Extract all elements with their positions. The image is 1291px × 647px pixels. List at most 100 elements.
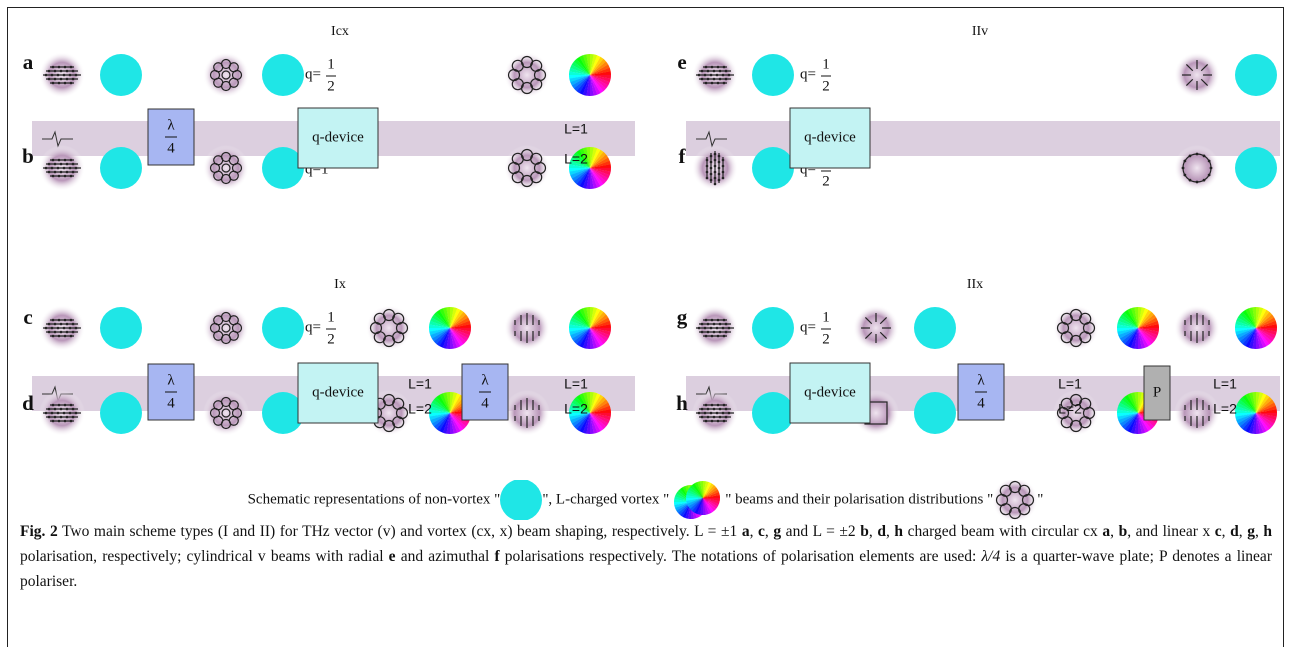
polarisation-dot <box>66 331 69 334</box>
polarisation-dot <box>706 171 709 174</box>
polarisation-dot <box>701 70 704 73</box>
panel-letter: e <box>677 50 686 74</box>
polarisation-dot <box>1203 179 1206 182</box>
non-vortex-beam <box>1235 147 1277 189</box>
polarisation-dot <box>707 70 710 73</box>
polarisation-dot <box>711 82 714 85</box>
polarisation-dot <box>58 66 61 69</box>
q-numerator: 1 <box>327 56 335 72</box>
polarisation-dot <box>719 416 722 419</box>
polarisation-dot <box>52 82 55 85</box>
polarisation-dot <box>69 74 72 77</box>
caption-text: g <box>773 523 781 540</box>
caption-text: and azimuthal <box>396 548 495 565</box>
polarisation-dot <box>75 167 78 170</box>
polarisation-dot <box>63 327 66 330</box>
polarisation-dot <box>54 408 57 411</box>
polarisation-dot <box>713 331 716 334</box>
polarisation-dot <box>717 420 720 423</box>
polarisation-dot <box>705 82 708 85</box>
polarisation-dot <box>60 163 63 166</box>
charge-label: L=1 <box>408 376 432 392</box>
polarisation-dot <box>48 416 51 419</box>
polarisation-dot <box>52 66 55 69</box>
polarisation-dot <box>57 74 60 77</box>
polarisation-dot <box>58 335 61 338</box>
polarisation-dot <box>716 327 719 330</box>
polarisation-dot <box>714 159 717 162</box>
polarisation-dot <box>60 331 63 334</box>
polarisation-dot <box>701 78 704 81</box>
plate-denominator: 4 <box>167 395 175 411</box>
caption-text: g <box>1247 523 1255 540</box>
polarisation-dot <box>45 412 48 415</box>
polarisation-dot <box>51 167 54 170</box>
polarisation-dot <box>72 408 75 411</box>
polarisation-dot <box>719 323 722 326</box>
polarisation-dot <box>75 74 78 77</box>
plate-denominator: 4 <box>977 395 985 411</box>
polarisation-dot <box>1183 160 1186 163</box>
non-vortex-beam <box>262 54 304 96</box>
polarisation-dot <box>722 171 725 174</box>
polarisation-dot <box>58 175 61 178</box>
polarisation-dot <box>722 74 725 77</box>
polarisation-dot <box>714 165 717 168</box>
polarisation-dot <box>64 66 67 69</box>
polarisation-dot <box>72 163 75 166</box>
polarisation-dot <box>54 78 57 81</box>
legend: Schematic representations of non-vortex … <box>0 480 1291 520</box>
q-numerator: 1 <box>822 309 830 325</box>
polarisation-dot <box>69 327 72 330</box>
q-device-label: q-device <box>312 384 364 400</box>
plate-numerator: λ <box>977 372 985 388</box>
panel-letter: b <box>22 144 34 168</box>
charge-label: L=2 <box>564 401 588 417</box>
panel-title: IIx <box>967 277 983 292</box>
polarisation-dot <box>58 319 61 322</box>
caption-text: d <box>877 523 886 540</box>
polarisation-dot <box>701 323 704 326</box>
polarisation-dot <box>706 159 709 162</box>
caption-text: , <box>750 523 758 540</box>
caption-text: c <box>1215 523 1222 540</box>
polarisation-dot <box>52 319 55 322</box>
polarisation-dot <box>716 412 719 415</box>
polarisation-dot <box>723 82 726 85</box>
polarisation-dot <box>718 167 721 170</box>
panel-title: Icx <box>331 24 349 39</box>
polarisation-dot <box>710 161 713 164</box>
polarisation-dot <box>722 165 725 168</box>
polarisation-dot <box>48 70 51 73</box>
non-vortex-beam <box>752 147 794 189</box>
polarisation-blob <box>366 305 412 351</box>
caption-text: Fig. 2 <box>20 523 58 540</box>
polarisation-dot <box>1208 174 1211 177</box>
polarisation-dot <box>48 163 51 166</box>
polarisation-dot <box>710 179 713 182</box>
polarisation-dot <box>60 171 63 174</box>
polarisation-dot <box>713 323 716 326</box>
polarisation-dot <box>70 175 73 178</box>
polarisation-dot <box>722 327 725 330</box>
polarisation-dot <box>45 74 48 77</box>
charge-label: L=2 <box>408 401 432 417</box>
q-prefix: q= <box>800 319 816 335</box>
legend-icon <box>669 480 725 520</box>
polarisation-dot <box>51 412 54 415</box>
polarisation-dot <box>66 416 69 419</box>
polarisation-dot <box>713 408 716 411</box>
polarisation-dot <box>66 78 69 81</box>
q-prefix: q= <box>800 66 816 82</box>
polarisation-dot <box>64 404 67 407</box>
caption-text: , <box>1239 523 1247 540</box>
polarisation-dot <box>710 167 713 170</box>
q-prefix: q= <box>305 319 321 335</box>
page: {"panels": [ {"title": "Icx", "letters":… <box>0 0 1291 647</box>
plate-denominator: 4 <box>481 395 489 411</box>
polarisation-dot <box>704 412 707 415</box>
charge-label: L=1 <box>564 121 588 137</box>
polarisation-dot <box>52 335 55 338</box>
charge-label: L=1 <box>1058 376 1082 392</box>
polarisation-dot <box>1210 167 1213 170</box>
